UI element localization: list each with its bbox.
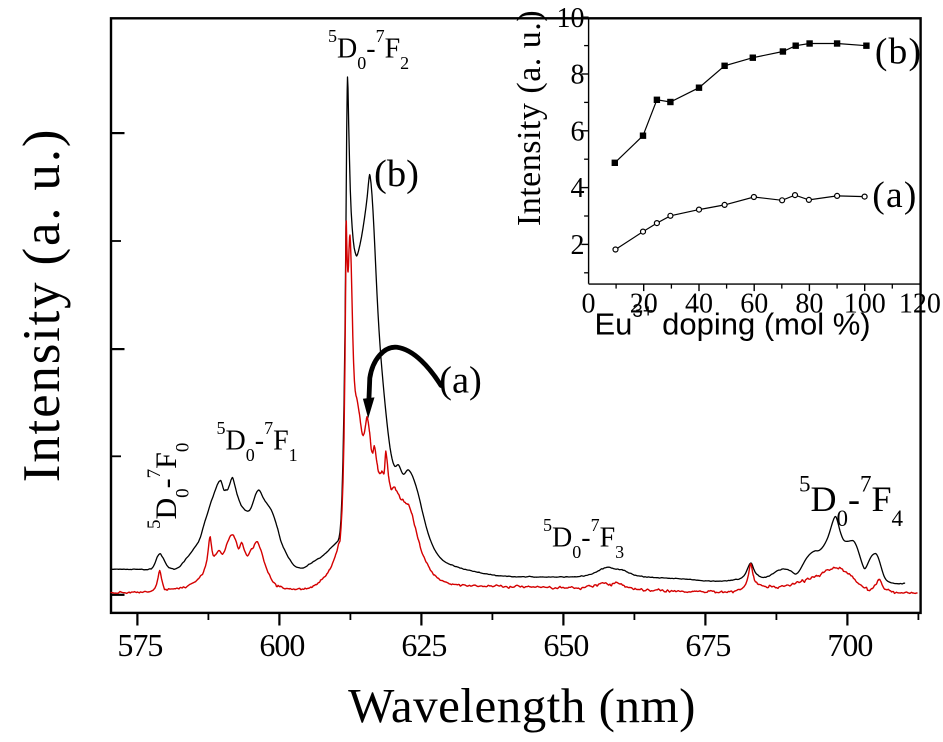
- svg-text:(a): (a): [872, 175, 917, 216]
- svg-text:600: 600: [259, 627, 304, 663]
- svg-text:650: 650: [543, 627, 588, 663]
- svg-text:Intensity (a. u.): Intensity (a. u.): [13, 128, 71, 482]
- svg-text:80: 80: [795, 289, 823, 320]
- svg-text:700: 700: [827, 627, 872, 663]
- svg-text:Wavelength (nm): Wavelength (nm): [348, 678, 696, 733]
- svg-text:120: 120: [899, 289, 941, 320]
- svg-text:Eu3+ doping (mol %): Eu3+ doping (mol %): [595, 300, 871, 342]
- svg-text:10: 10: [557, 3, 585, 34]
- svg-text:5D0-7F0: 5D0-7F0: [144, 443, 194, 529]
- svg-text:100: 100: [844, 289, 886, 320]
- svg-text:(b): (b): [374, 153, 419, 195]
- svg-text:675: 675: [685, 627, 730, 663]
- svg-text:575: 575: [117, 627, 162, 663]
- svg-text:(b): (b): [875, 31, 922, 72]
- svg-text:8: 8: [571, 60, 585, 91]
- svg-text:5D0-7F3: 5D0-7F3: [543, 515, 624, 562]
- svg-text:5D0-7F2: 5D0-7F2: [328, 26, 409, 73]
- svg-text:625: 625: [401, 627, 446, 663]
- svg-text:0: 0: [582, 289, 596, 320]
- svg-text:40: 40: [685, 289, 713, 320]
- svg-text:2: 2: [571, 230, 585, 261]
- svg-text:4: 4: [571, 173, 585, 204]
- svg-text:20: 20: [630, 289, 658, 320]
- svg-text:Intensity (a. u.): Intensity (a. u.): [511, 10, 548, 226]
- svg-text:60: 60: [740, 289, 768, 320]
- svg-text:6: 6: [571, 116, 585, 147]
- svg-text:(a): (a): [439, 360, 482, 402]
- svg-text:5D0-7F1: 5D0-7F1: [217, 418, 298, 465]
- svg-text:5D0-7F4: 5D0-7F4: [799, 471, 904, 531]
